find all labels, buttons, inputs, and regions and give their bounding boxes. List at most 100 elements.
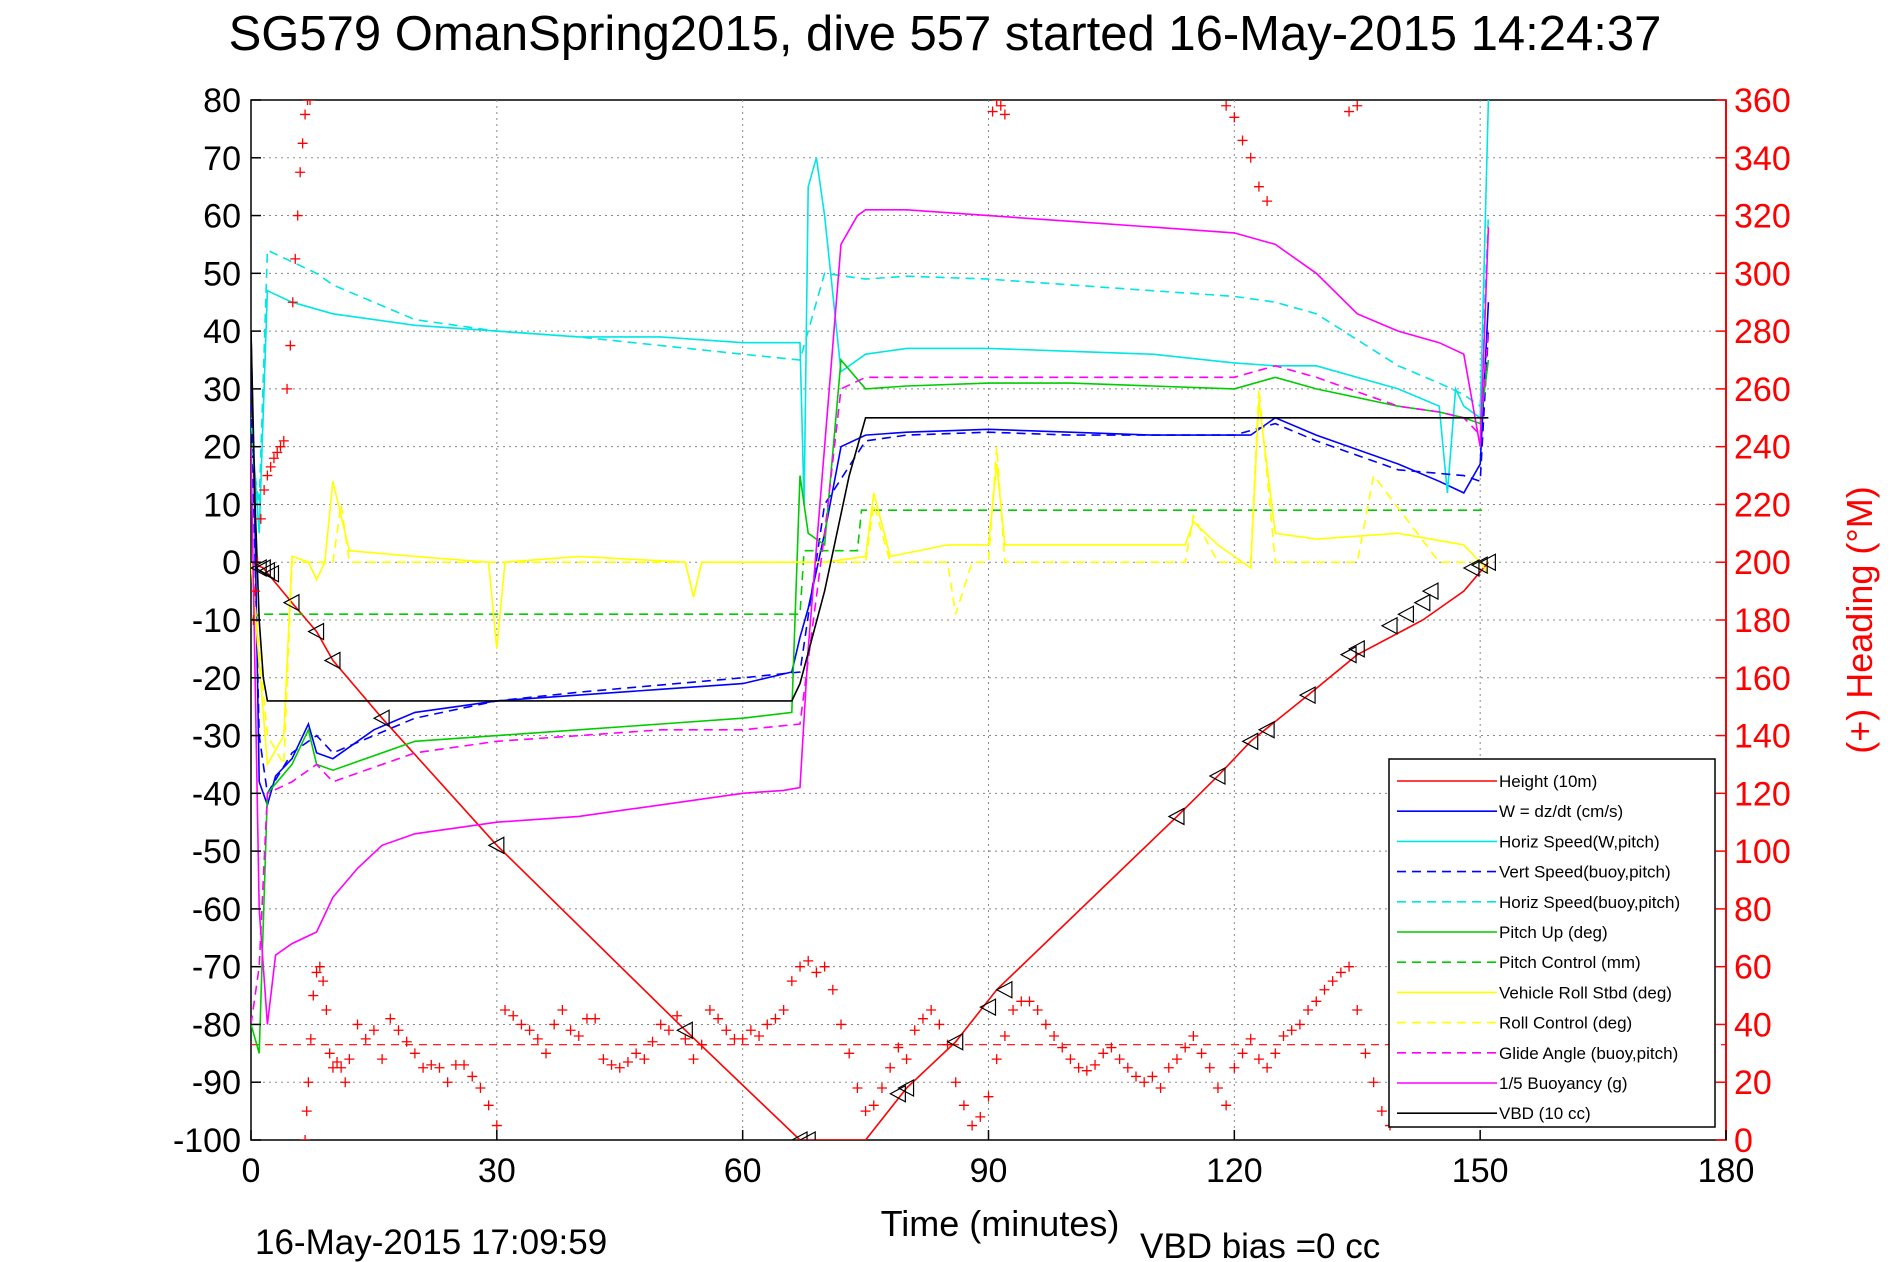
heading-point bbox=[251, 586, 261, 597]
heading-point bbox=[1221, 1100, 1232, 1111]
heading-point bbox=[606, 1059, 617, 1070]
heading-point bbox=[541, 1048, 551, 1059]
glider-marker bbox=[1298, 686, 1316, 705]
heading-point bbox=[909, 1025, 920, 1036]
heading-point bbox=[934, 1019, 945, 1030]
heading-point bbox=[1344, 961, 1355, 972]
x-tick-label: 90 bbox=[970, 1152, 1008, 1190]
left-tick-label: -80 bbox=[192, 1006, 241, 1044]
heading-point bbox=[713, 1013, 724, 1024]
heading-point bbox=[1286, 1025, 1297, 1036]
glider-marker bbox=[946, 1032, 964, 1051]
heading-point bbox=[901, 1054, 912, 1065]
glider-marker bbox=[258, 561, 275, 580]
heading-point bbox=[303, 1077, 314, 1088]
series-line-2 bbox=[251, 100, 1490, 534]
heading-point bbox=[704, 1005, 715, 1015]
heading-point bbox=[893, 1042, 904, 1053]
heading-point bbox=[991, 1054, 1002, 1065]
heading-point bbox=[762, 1019, 773, 1030]
heading-point bbox=[321, 1005, 332, 1015]
heading-point bbox=[647, 1036, 658, 1047]
heading-point bbox=[598, 1054, 609, 1065]
heading-point bbox=[297, 138, 308, 149]
heading-point bbox=[1073, 1062, 1084, 1073]
heading-point bbox=[1090, 1059, 1101, 1070]
heading-point bbox=[688, 1054, 699, 1065]
heading-point bbox=[991, 100, 1002, 105]
heading-point bbox=[1352, 1005, 1363, 1015]
heading-point bbox=[1040, 1019, 1051, 1030]
glider-marker bbox=[1479, 553, 1496, 572]
heading-point bbox=[1171, 1054, 1182, 1065]
heading-point bbox=[1368, 1077, 1379, 1088]
left-tick-label: -20 bbox=[192, 660, 241, 698]
heading-point bbox=[344, 1054, 355, 1065]
heading-point bbox=[434, 1062, 445, 1073]
legend: Height (10m) W = dz/dt (cm/s) Horiz Speed(… bbox=[1388, 758, 1716, 1128]
right-tick-label: 0 bbox=[1734, 1122, 1753, 1160]
glider-marker bbox=[487, 836, 505, 855]
legend-label: Roll Control (deg) bbox=[1499, 1014, 1632, 1033]
glider-marker bbox=[372, 709, 390, 728]
glider-marker bbox=[1241, 732, 1259, 751]
heading-point bbox=[1253, 181, 1264, 192]
left-tick-label: -90 bbox=[192, 1064, 241, 1102]
heading-point bbox=[442, 1077, 453, 1088]
x-tick-label: 120 bbox=[1206, 1152, 1263, 1190]
heading-point bbox=[852, 1083, 863, 1093]
heading-point bbox=[314, 961, 325, 972]
right-tick-label: 340 bbox=[1734, 140, 1791, 178]
left-tick-label: 20 bbox=[203, 429, 241, 467]
glider-marker bbox=[1421, 582, 1439, 601]
heading-point bbox=[983, 1091, 994, 1102]
heading-point bbox=[287, 297, 298, 308]
left-tick-label: -100 bbox=[173, 1122, 241, 1160]
heading-point bbox=[275, 441, 286, 452]
heading-point bbox=[532, 1033, 543, 1044]
legend-label: Pitch Control (mm) bbox=[1499, 953, 1641, 972]
heading-point bbox=[778, 1005, 789, 1015]
heading-point bbox=[409, 1048, 420, 1059]
right-tick-label: 260 bbox=[1734, 371, 1791, 409]
legend-label: Height (10m) bbox=[1499, 772, 1597, 791]
right-tick-label: 120 bbox=[1734, 775, 1791, 813]
heading-point bbox=[1212, 1083, 1223, 1093]
left-tick-label: 10 bbox=[203, 486, 241, 524]
legend-label: W = dz/dt (cm/s) bbox=[1499, 802, 1623, 821]
heading-point bbox=[360, 1033, 371, 1044]
legend-label: Vert Speed(buoy,pitch) bbox=[1499, 863, 1671, 882]
heading-point bbox=[1237, 135, 1248, 146]
heading-point bbox=[340, 1077, 351, 1088]
left-y-axis: 80 70 60 50 40 30 20 10 0 -10 -20 -30 -40 -50 -60 -70 -8… bbox=[173, 82, 261, 1160]
right-tick-label: 60 bbox=[1734, 949, 1772, 987]
heading-point bbox=[1245, 152, 1256, 163]
right-tick-label: 20 bbox=[1734, 1064, 1772, 1102]
heading-point bbox=[300, 109, 311, 120]
glider-marker bbox=[979, 998, 997, 1017]
glider-marker bbox=[1257, 720, 1275, 739]
heading-point bbox=[860, 1106, 871, 1117]
heading-point bbox=[1122, 1062, 1133, 1073]
legend-label: Horiz Speed(W,pitch) bbox=[1499, 832, 1660, 851]
legend-label: Horiz Speed(buoy,pitch) bbox=[1499, 893, 1680, 912]
heading-point bbox=[754, 1031, 765, 1041]
heading-point bbox=[786, 976, 797, 987]
heading-point bbox=[549, 1019, 560, 1030]
glider-marker bbox=[307, 622, 325, 641]
heading-point bbox=[1352, 100, 1363, 111]
heading-point bbox=[926, 1005, 937, 1015]
heading-point bbox=[1262, 196, 1273, 207]
glider-marker bbox=[251, 559, 267, 577]
glider-marker bbox=[1339, 645, 1357, 664]
heading-point bbox=[300, 1135, 311, 1140]
heading-point bbox=[827, 984, 838, 995]
series-line-0 bbox=[251, 561, 1490, 1140]
heading-point bbox=[557, 1005, 568, 1015]
right-tick-label: 320 bbox=[1734, 198, 1791, 236]
heading-point bbox=[1081, 1065, 1092, 1076]
heading-point bbox=[1253, 1054, 1264, 1065]
right-tick-label: 80 bbox=[1734, 891, 1772, 929]
heading-point bbox=[999, 1031, 1010, 1041]
series-line-3 bbox=[251, 331, 1490, 796]
